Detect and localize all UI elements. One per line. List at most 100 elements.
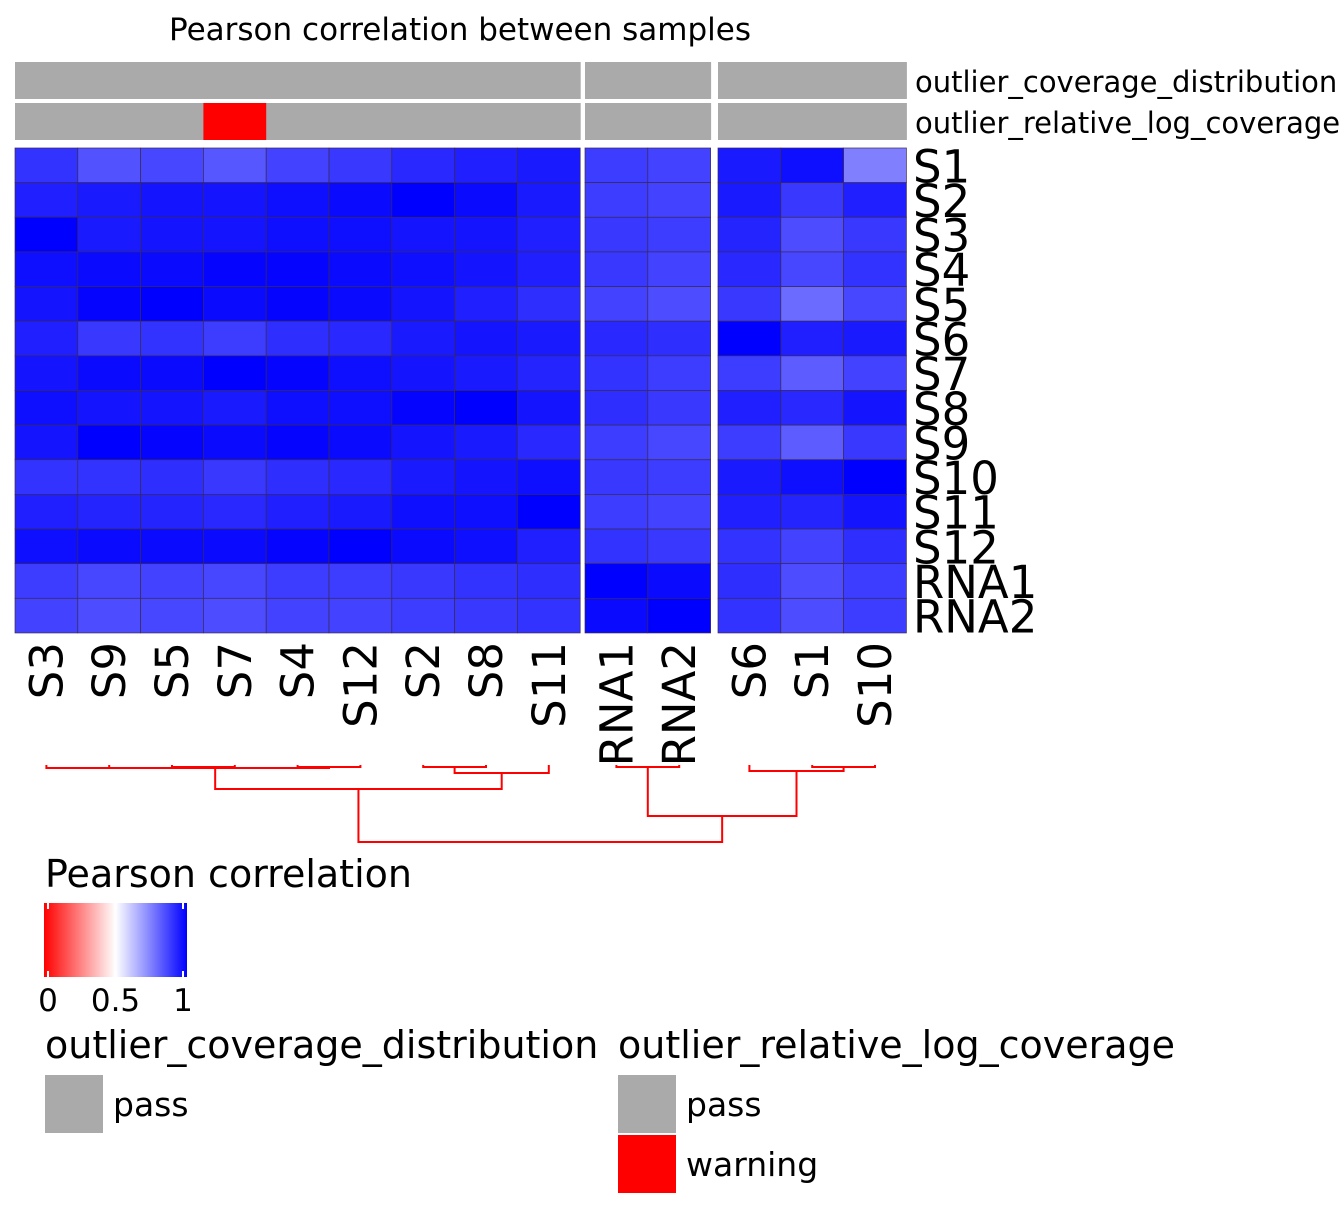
heatmap-cell [265,355,330,391]
column-label: S7 [209,642,262,699]
heatmap-cell [717,528,782,565]
heatmap-cell [14,147,79,183]
heatmap-cell [584,459,649,495]
dendrogram-branch [101,767,330,769]
heatmap-cell [584,251,649,287]
heatmap-cell [517,182,581,218]
heatmap-cell [140,182,204,218]
heatmap-cell [717,563,782,599]
dendrogram-branch [811,765,876,768]
heatmap-cell [843,424,907,461]
heatmap-cell [454,390,518,426]
heatmap-cell [517,424,581,461]
heatmap-cell [140,563,204,599]
heatmap-cell [780,563,844,599]
heatmap-cell [328,216,393,253]
heatmap-cell [203,355,267,391]
heatmap-cell [328,286,393,322]
annotation-cell [780,62,845,99]
heatmap-cell [328,182,393,218]
annotation-cell [77,62,142,99]
heatmap-cell [517,459,581,495]
heatmap-cell [14,320,79,357]
heatmap-cell [454,528,518,565]
heatmap-cell [780,216,844,253]
dendrogram-branch [171,765,236,768]
heatmap-cell [203,563,267,599]
annotation-cell [454,103,518,140]
heatmap-cell [647,286,711,322]
heatmap-cell [391,597,455,634]
heatmap-cell [77,563,141,599]
column-label: S12 [334,642,387,728]
column-label: S11 [523,642,576,728]
heatmap-cell [140,424,204,461]
heatmap-cell [203,459,267,495]
annotation-cell [780,103,845,140]
heatmap-cell [717,251,782,287]
heatmap-cell [454,597,518,634]
heatmap-cell [77,286,141,322]
heatmap-cell [517,563,581,599]
heatmap-cell [454,563,518,599]
heatmap-cell [717,182,782,218]
heatmap-cell [14,286,79,322]
heatmap-cell [843,355,907,391]
heatmap-cell [517,286,581,322]
heatmap-cell [647,459,711,495]
heatmap-cell [454,286,518,322]
heatmap-cell [454,251,518,287]
heatmap-cell [780,355,844,391]
heatmap-cell [517,216,581,253]
heatmap-cell [843,528,907,565]
heatmap-cell [647,182,711,218]
row-label: RNA2 [913,591,1037,644]
heatmap-cell [328,355,393,391]
annotation-cell [77,103,142,140]
heatmap-cell [140,216,204,253]
annotation-cell [266,62,330,99]
annotation-cell [266,103,330,140]
heatmap-cell [391,528,455,565]
heatmap-cell [140,459,204,495]
color-legend-tick: 0.5 [91,983,140,1019]
heatmap-cell [717,286,782,322]
heatmap-cell [203,320,267,357]
heatmap-cell [647,355,711,391]
heatmap-cell [77,182,141,218]
column-dendrogram [45,765,876,843]
annotation-cell [203,62,267,99]
heatmap-cell [265,494,330,530]
heatmap-cell [717,355,782,391]
legend-swatch [618,1135,676,1193]
annotation-label: outlier_coverage_distribution [915,65,1337,99]
color-legend-tick: 1 [173,983,193,1019]
heatmap-cell [265,182,330,218]
heatmap-cell [584,597,649,634]
heatmap-cell [780,320,844,357]
annotation-label: outlier_relative_log_coverage [915,106,1340,140]
heatmap-cell [140,528,204,565]
column-label: S6 [723,642,776,699]
heatmap-cell [265,251,330,287]
annotation-cell [585,62,649,99]
annotation-cell [140,103,204,140]
heatmap-cell [14,563,79,599]
heatmap-cell [328,494,393,530]
heatmap-cell [843,459,907,495]
heatmap-cell [584,182,649,218]
heatmap-cell [265,286,330,322]
heatmap-cell [454,320,518,357]
color-legend-bar [44,903,187,977]
heatmap-cell [265,320,330,357]
dendrogram-branch [296,765,362,768]
heatmap-cell [328,528,393,565]
heatmap-cell [780,147,844,183]
column-label: S1 [786,642,839,699]
heatmap-cell [391,424,455,461]
annotation-cell [647,103,712,140]
heatmap-cell [647,390,711,426]
legend-label: pass [686,1085,762,1124]
heatmap-cell [517,494,581,530]
legend-swatch [45,1075,103,1133]
